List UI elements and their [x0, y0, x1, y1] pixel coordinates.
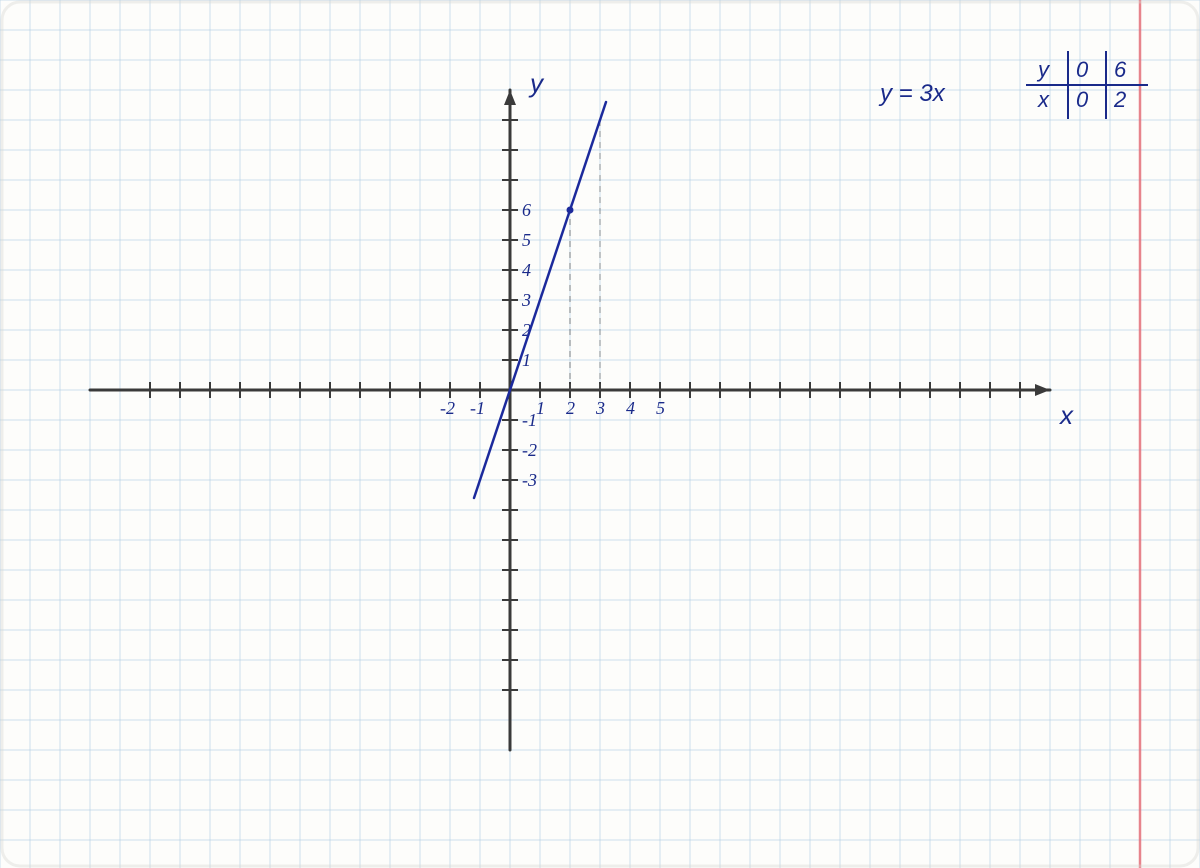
chart-svg: -2-112345123456-1-2-3 — [0, 0, 1200, 868]
svg-text:2: 2 — [566, 398, 575, 418]
svg-text:4: 4 — [522, 260, 531, 280]
svg-text:-1: -1 — [470, 398, 485, 418]
svg-text:-1: -1 — [522, 410, 537, 430]
x-axis-label: x — [1060, 400, 1073, 431]
svg-text:-2: -2 — [522, 440, 537, 460]
table-cell-y-6: 6 — [1114, 57, 1126, 83]
svg-text:3: 3 — [595, 398, 605, 418]
svg-text:4: 4 — [626, 398, 635, 418]
svg-text:5: 5 — [522, 230, 531, 250]
svg-text:3: 3 — [521, 290, 531, 310]
svg-text:-3: -3 — [522, 470, 537, 490]
table-cell-y-header: y — [1038, 57, 1049, 83]
table-cell-x-2: 2 — [1114, 87, 1126, 113]
svg-text:5: 5 — [656, 398, 665, 418]
graph-paper-canvas: -2-112345123456-1-2-3 y x y = 3x y 0 6 x… — [0, 0, 1200, 868]
y-axis-label: y — [530, 68, 543, 99]
table-cell-y-0: 0 — [1076, 57, 1088, 83]
table-cell-x-header: x — [1038, 87, 1049, 113]
equation-annotation: y = 3x — [880, 80, 945, 108]
svg-text:-2: -2 — [440, 398, 455, 418]
table-cell-x-0: 0 — [1076, 87, 1088, 113]
svg-text:1: 1 — [536, 398, 545, 418]
svg-text:6: 6 — [522, 200, 531, 220]
